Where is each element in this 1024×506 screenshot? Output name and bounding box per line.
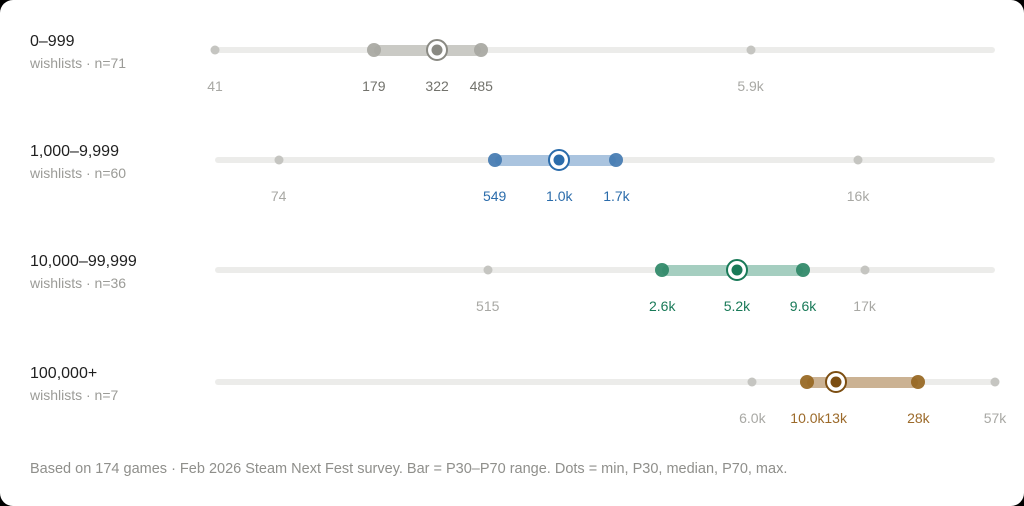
value-label-max: 16k [846,188,870,204]
value-label-p70: 28k [907,410,930,426]
value-label-p30: 179 [362,78,386,94]
range-track [215,267,995,273]
row-track-area [215,256,995,284]
dot-median [725,259,748,281]
value-label-p70: 9.6k [789,298,817,314]
row-track-area [215,146,995,174]
row-title: 1,000–9,999 [30,143,119,160]
dot-max [853,155,863,165]
value-label-p30: 2.6k [649,298,676,314]
p30-p70-bar [807,376,919,388]
dot-max [746,45,756,55]
value-label-median: 322 [425,78,449,94]
range-track [215,379,995,385]
row-subtitle: wishlists · n=60 [30,165,127,181]
value-label-median: 1.0k [546,188,573,204]
dot-median-inner [830,376,842,388]
row-track-area [210,36,995,64]
dot-min [210,45,220,55]
dot-max [990,377,1000,387]
dot-median-inner [431,44,443,56]
value-label-p70: 485 [469,78,493,94]
row-value-labels: 74 549 1.0k 1.7k 16k [215,188,995,206]
value-label-median: 5.2k [723,298,751,314]
dot-p30 [655,263,670,277]
dot-p70 [911,375,926,389]
value-label-median: 13k [824,410,847,426]
value-label-p30: 549 [482,188,507,204]
value-label-max: 17k [853,298,876,314]
row-subtitle: wishlists · n=36 [30,275,127,291]
row-track-area [215,368,1000,396]
value-label-min: 74 [270,188,287,204]
value-label-max: 5.9k [737,78,764,94]
dot-min [483,265,493,275]
value-label-min: 6.0k [739,410,766,426]
row-title: 100,000+ [30,365,98,382]
value-label-min: 515 [476,298,500,314]
dot-median [426,39,449,61]
dot-min [747,377,757,387]
dot-p70 [796,263,811,277]
row-title: 0–999 [30,33,75,50]
row-value-labels: 515 2.6k 5.2k 9.6k 17k [215,298,995,316]
dot-median-inner [731,264,743,276]
row-title: 10,000–99,999 [30,253,137,270]
dot-p70 [474,43,489,57]
row-subtitle: wishlists · n=7 [30,387,119,403]
range-track [215,47,995,53]
dot-p70 [609,153,624,167]
dot-median [824,371,847,393]
dot-median [548,149,571,171]
value-label-p70: 1.7k [603,188,630,204]
value-label-p30: 10.0k [790,410,825,426]
dot-max [860,265,870,275]
dot-min [274,155,284,165]
dot-p30 [487,153,502,167]
value-label-min: 41 [207,78,223,94]
row-subtitle: wishlists · n=71 [30,55,127,71]
value-label-max: 57k [983,410,1007,426]
chart-footnote: Based on 174 games · Feb 2026 Steam Next… [30,461,788,477]
row-value-labels: 41 179 322 485 5.9k [207,78,995,96]
dot-p30 [800,375,815,389]
row-value-labels: 6.0k 10.0k 13k 28k 57k [215,410,1006,428]
dot-median-inner [553,154,565,166]
dot-p30 [366,43,381,57]
